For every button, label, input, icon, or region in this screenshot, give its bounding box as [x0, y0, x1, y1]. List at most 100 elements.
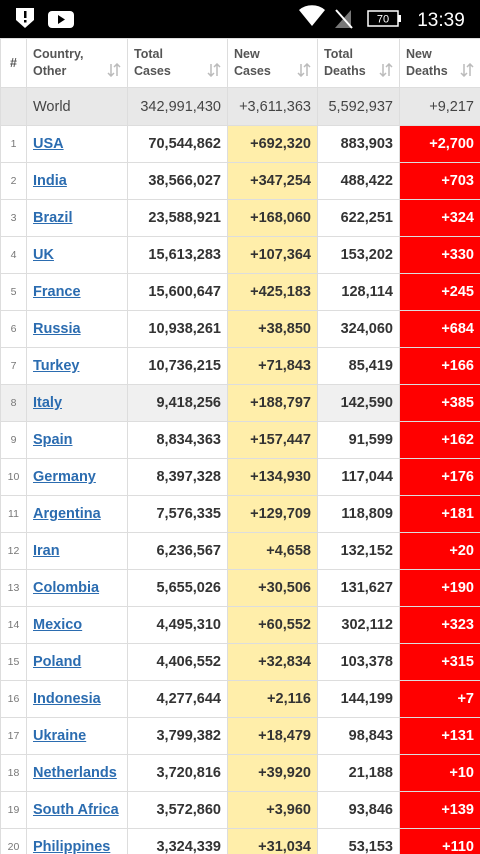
- total-cases-cell: 6,236,567: [127, 532, 228, 570]
- row-number-cell: 15: [0, 643, 27, 681]
- row-number-cell: 14: [0, 606, 27, 644]
- column-header[interactable]: Total Cases: [127, 38, 228, 88]
- country-link[interactable]: Colombia: [33, 580, 100, 596]
- new-cases-cell: +692,320: [227, 125, 318, 163]
- country-cell: UK: [26, 236, 128, 274]
- row-number-cell: 17: [0, 717, 27, 755]
- new-cases-cell: +188,797: [227, 384, 318, 422]
- new-deaths-cell: +131: [399, 717, 480, 755]
- country-link[interactable]: Argentina: [33, 506, 101, 522]
- total-cases-cell: 4,277,644: [127, 680, 228, 718]
- row-number-cell: 12: [0, 532, 27, 570]
- country-row: 14 Mexico 4,495,310 +60,552 302,112 +323: [0, 606, 480, 644]
- total-cases-cell: 3,572,860: [127, 791, 228, 829]
- country-link[interactable]: Germany: [33, 469, 96, 485]
- header-text: New: [234, 47, 260, 61]
- new-deaths-cell: +162: [399, 421, 480, 459]
- new-cases-cell: +347,254: [227, 162, 318, 200]
- new-deaths-cell: +20: [399, 532, 480, 570]
- country-cell: Philippines: [26, 828, 128, 854]
- total-cases-cell: 3,720,816: [127, 754, 228, 792]
- new-deaths-cell: +9,217: [399, 87, 480, 126]
- country-cell: Colombia: [26, 569, 128, 607]
- world-row: World 342,991,430 +3,611,363 5,592,937 +9,21…: [0, 87, 480, 126]
- row-number-cell: 18: [0, 754, 27, 792]
- country-cell: Brazil: [26, 199, 128, 237]
- new-cases-cell: +31,034: [227, 828, 318, 854]
- country-cell: Germany: [26, 458, 128, 496]
- total-cases-cell: 15,613,283: [127, 236, 228, 274]
- new-cases-cell: +39,920: [227, 754, 318, 792]
- country-link[interactable]: France: [33, 284, 81, 300]
- row-number-cell: 6: [0, 310, 27, 348]
- sort-icon[interactable]: [207, 63, 221, 77]
- header-text: Country,: [33, 47, 84, 61]
- country-link[interactable]: Iran: [33, 543, 60, 559]
- total-deaths-cell: 622,251: [317, 199, 400, 237]
- country-cell: Turkey: [26, 347, 128, 385]
- country-cell: Spain: [26, 421, 128, 459]
- total-deaths-cell: 5,592,937: [317, 87, 400, 126]
- sort-icon[interactable]: [107, 63, 121, 77]
- new-deaths-cell: +190: [399, 569, 480, 607]
- country-link[interactable]: Brazil: [33, 210, 73, 226]
- header-text: New: [406, 47, 432, 61]
- new-deaths-cell: +323: [399, 606, 480, 644]
- new-deaths-cell: +139: [399, 791, 480, 829]
- country-link[interactable]: Russia: [33, 321, 81, 337]
- total-cases-cell: 8,397,328: [127, 458, 228, 496]
- new-deaths-cell: +315: [399, 643, 480, 681]
- country-link[interactable]: Philippines: [33, 839, 111, 854]
- total-cases-cell: 7,576,335: [127, 495, 228, 533]
- country-link[interactable]: Ukraine: [33, 728, 87, 744]
- country-row: 15 Poland 4,406,552 +32,834 103,378 +315: [0, 643, 480, 681]
- total-deaths-cell: 128,114: [317, 273, 400, 311]
- table-container: # Country, Other Total Cases New Cases Total Dea…: [0, 38, 480, 854]
- country-row: 19 South Africa 3,572,860 +3,960 93,846 +139: [0, 791, 480, 829]
- header-text: Deaths: [406, 64, 448, 78]
- total-cases-cell: 5,655,026: [127, 569, 228, 607]
- country-link[interactable]: Italy: [33, 395, 63, 411]
- column-header[interactable]: Total Deaths: [317, 38, 400, 88]
- country-link[interactable]: Netherlands: [33, 765, 117, 781]
- row-number-cell: [0, 87, 27, 126]
- country-link[interactable]: Indonesia: [33, 691, 101, 707]
- battery-level: 70: [377, 14, 389, 26]
- row-number-cell: 5: [0, 273, 27, 311]
- row-number-cell: 20: [0, 828, 27, 854]
- country-link[interactable]: India: [33, 173, 67, 189]
- country-link[interactable]: South Africa: [33, 802, 119, 818]
- total-deaths-cell: 118,809: [317, 495, 400, 533]
- header-row: # Country, Other Total Cases New Cases Total Dea…: [0, 38, 480, 88]
- country-link[interactable]: Poland: [33, 654, 82, 670]
- new-cases-cell: +60,552: [227, 606, 318, 644]
- country-link[interactable]: USA: [33, 136, 64, 152]
- header-text: Cases: [134, 64, 171, 78]
- new-deaths-cell: +330: [399, 236, 480, 274]
- name-cell: World: [26, 87, 128, 126]
- new-deaths-cell: +7: [399, 680, 480, 718]
- country-link[interactable]: Mexico: [33, 617, 83, 633]
- country-row: 6 Russia 10,938,261 +38,850 324,060 +684: [0, 310, 480, 348]
- country-link[interactable]: UK: [33, 247, 54, 263]
- new-deaths-cell: +176: [399, 458, 480, 496]
- column-header: #: [0, 38, 27, 88]
- total-cases-cell: 23,588,921: [127, 199, 228, 237]
- country-row: 18 Netherlands 3,720,816 +39,920 21,188 +10: [0, 754, 480, 792]
- column-header[interactable]: New Deaths: [399, 38, 480, 88]
- covid-table: # Country, Other Total Cases New Cases Total Dea…: [0, 38, 480, 854]
- new-cases-cell: +425,183: [227, 273, 318, 311]
- total-deaths-cell: 302,112: [317, 606, 400, 644]
- country-link[interactable]: Turkey: [33, 358, 80, 374]
- total-deaths-cell: 324,060: [317, 310, 400, 348]
- column-header[interactable]: New Cases: [227, 38, 318, 88]
- sort-icon[interactable]: [297, 63, 311, 77]
- row-number-cell: 16: [0, 680, 27, 718]
- row-number-cell: 3: [0, 199, 27, 237]
- country-link[interactable]: Spain: [33, 432, 73, 448]
- header-text: Deaths: [324, 64, 366, 78]
- sort-icon[interactable]: [460, 63, 474, 77]
- column-header[interactable]: Country, Other: [26, 38, 128, 88]
- sort-icon[interactable]: [379, 63, 393, 77]
